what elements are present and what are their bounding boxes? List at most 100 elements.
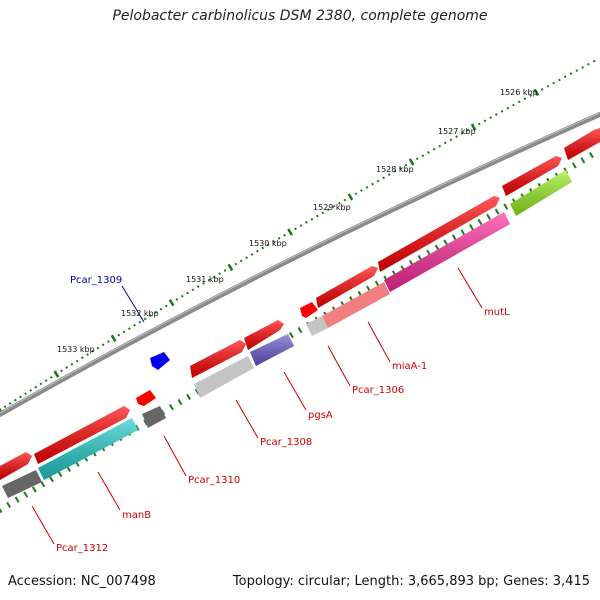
ruler-tick (300, 225, 301, 227)
ruler-label-1533: 1533 kbp (57, 345, 95, 354)
inner-tick (290, 333, 293, 338)
ruler-track (0, 58, 600, 413)
ruler-tick (176, 299, 177, 301)
ruler-tick (35, 386, 36, 388)
ruler-tick (129, 328, 130, 330)
gene-label-miaa-1[interactable]: miaA-1 (392, 361, 427, 372)
ruler-tick (187, 292, 188, 294)
ruler-tick (306, 222, 307, 224)
ruler-tick (103, 344, 104, 346)
gene-label-manb[interactable]: manB (122, 510, 151, 521)
ruler-tick (417, 158, 418, 160)
feature-bar-gray[interactable] (142, 406, 166, 428)
ruler-tick (55, 371, 59, 377)
leader-lines (32, 268, 482, 544)
ruler-tick (389, 174, 390, 176)
accession-text: Accession: NC_007498 (8, 574, 156, 589)
gene-label-pcar-1312[interactable]: Pcar_1312 (56, 543, 108, 554)
inner-tick (7, 502, 10, 507)
ruler-tick (40, 383, 41, 385)
ruler-label-1529: 1529 kbp (313, 203, 351, 212)
inner-tick (444, 240, 447, 245)
ruler-tick (361, 190, 362, 192)
ruler-tick (553, 82, 554, 84)
ruler-tick (82, 357, 83, 359)
ruler-label-1532: 1532 kbp (121, 309, 159, 318)
inner-tick (581, 158, 584, 163)
ruler-label-1528: 1528 kbp (376, 165, 414, 174)
inner-tick (16, 497, 19, 502)
gene-label-mutl[interactable]: mutL (484, 307, 510, 318)
ruler-tick (383, 177, 384, 179)
ruler-tick (524, 98, 525, 100)
ruler-tick (118, 334, 119, 336)
ruler-tick (322, 212, 323, 214)
gene-label-pgsa[interactable]: pgsA (308, 410, 333, 421)
leader-line-miaa-1 (368, 322, 390, 362)
ruler-tick (513, 104, 514, 106)
leader-line-pgsa (284, 372, 306, 410)
ruler-tick (496, 114, 497, 116)
genome-summary-text: Topology: circular; Length: 3,665,893 bp… (233, 574, 590, 589)
inner-tick (470, 225, 473, 230)
ruler-tick (139, 321, 140, 323)
ruler-tick (367, 186, 368, 188)
gene-label-pcar-1309[interactable]: Pcar_1309 (70, 275, 122, 286)
inner-tick (496, 209, 499, 214)
gene-label-pcar-1308[interactable]: Pcar_1308 (260, 437, 312, 448)
ruler-tick (344, 199, 345, 201)
ruler-tick (288, 229, 292, 235)
inner-tick (50, 477, 53, 482)
ruler-label-1530: 1530 kbp (249, 239, 287, 248)
ruler-tick (445, 142, 446, 144)
inner-tick (487, 214, 490, 219)
ruler-tick (251, 254, 252, 256)
ruler-tick (378, 180, 379, 182)
gene-arrow-reverse-pcar-1309[interactable] (150, 352, 170, 370)
ruler-tick (5, 406, 6, 408)
ruler-tick (225, 270, 226, 272)
ruler-tick (422, 155, 423, 157)
ruler-tick (198, 286, 199, 288)
ruler-tick (20, 396, 21, 398)
ruler-tick (170, 300, 174, 306)
inner-tick (24, 492, 27, 497)
ruler-tick (450, 139, 451, 141)
gene-label-pcar-1306[interactable]: Pcar_1306 (352, 385, 404, 396)
inner-tick (590, 153, 593, 158)
inner-tick (504, 204, 507, 209)
ruler-tick (97, 347, 98, 349)
ruler-tick (51, 376, 52, 378)
gene-arrow-forward[interactable] (136, 390, 156, 406)
ruler-tick (112, 335, 116, 341)
ruler-tick (108, 341, 109, 343)
ruler-tick (507, 107, 508, 109)
ruler-tick (192, 289, 193, 291)
leader-line-mutl (458, 268, 482, 308)
ruler-tick (229, 264, 233, 270)
inner-tick (170, 405, 173, 410)
ruler-tick (428, 152, 429, 154)
inner-tick (58, 471, 61, 476)
ruler-tick (311, 218, 312, 220)
inner-tick (298, 327, 301, 332)
gene-arrow-shade (564, 128, 600, 160)
ruler-tick (582, 67, 583, 69)
ruler-tick (571, 73, 572, 75)
ruler-tick (295, 228, 296, 230)
ruler-tick (145, 318, 146, 320)
ruler-tick (71, 363, 72, 365)
ruler-tick (284, 234, 285, 236)
inner-tick (41, 482, 44, 487)
gene-label-pcar-1310[interactable]: Pcar_1310 (188, 475, 240, 486)
leader-line-manb (98, 472, 120, 510)
inner-tick (0, 507, 2, 512)
ruler-label-1527: 1527 kbp (438, 127, 476, 136)
ruler-tick (594, 60, 595, 62)
gene-arrow-forward[interactable] (300, 302, 318, 318)
ruler-tick (439, 145, 440, 147)
ruler-tick (542, 88, 543, 90)
ruler-tick (66, 367, 67, 369)
inner-tick (461, 230, 464, 235)
ruler-tick (166, 305, 167, 307)
